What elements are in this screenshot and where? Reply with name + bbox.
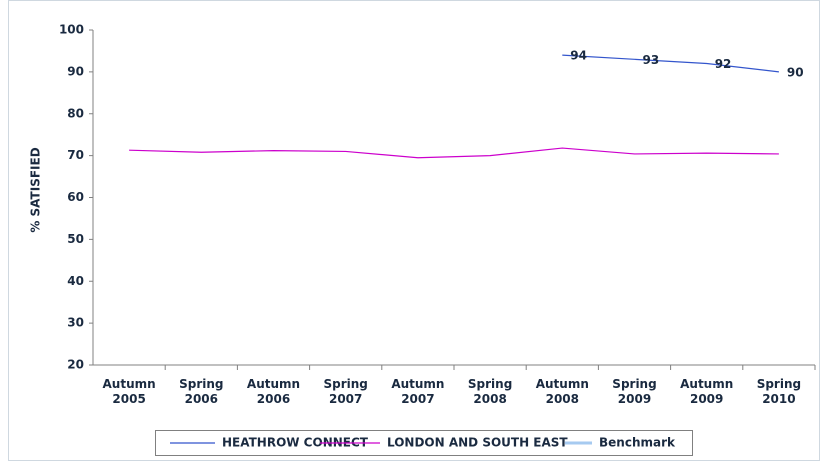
y-tick-label: 30 [67, 316, 84, 330]
y-tick-label: 40 [67, 274, 84, 288]
x-tick-label: Autumn 2008 [535, 377, 589, 406]
y-tick-label: 50 [67, 232, 84, 246]
y-tick-label: 90 [67, 64, 84, 78]
y-tick-label: 60 [67, 190, 84, 204]
data-label: 94 [570, 49, 587, 63]
x-tick-label: Spring 2007 [323, 377, 368, 406]
y-axis-label: % SATISFIED [29, 147, 43, 232]
y-tick-label: 70 [67, 148, 84, 162]
series-line [562, 54, 779, 73]
x-tick-label: Autumn 2006 [246, 377, 301, 406]
x-tick-label: Spring 2008 [467, 377, 513, 406]
x-tick-label: Spring 2009 [612, 377, 657, 406]
x-tick-label: Spring 2006 [179, 377, 224, 406]
y-tick-label: 20 [67, 358, 84, 372]
frame [8, 0, 820, 461]
x-tick-label: Autumn 2005 [102, 377, 156, 406]
x-tick-label: Autumn 2009 [680, 377, 734, 406]
legend-label: HEATHROW CONNECT [222, 436, 369, 450]
x-tick-label: Autumn 2007 [391, 377, 445, 406]
legend-label: Benchmark [599, 436, 676, 450]
data-label: 92 [715, 57, 732, 71]
x-tick-label: Spring 2010 [756, 377, 802, 406]
y-tick-label: 100 [59, 23, 84, 37]
data-label: 93 [643, 53, 660, 67]
series-line [129, 147, 779, 159]
legend-box [155, 430, 693, 456]
y-tick-label: 80 [67, 106, 84, 120]
legend-label: LONDON AND SOUTH EAST [387, 436, 568, 450]
data-label: 90 [787, 65, 804, 79]
